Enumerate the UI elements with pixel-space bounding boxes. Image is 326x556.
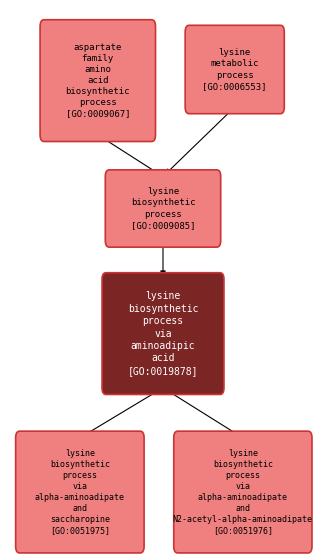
Text: lysine
biosynthetic
process
via
alpha-aminoadipate
and
N2-acetyl-alpha-aminoadip: lysine biosynthetic process via alpha-am… xyxy=(173,449,313,535)
FancyBboxPatch shape xyxy=(40,20,156,141)
Text: lysine
biosynthetic
process
[GO:0009085]: lysine biosynthetic process [GO:0009085] xyxy=(131,187,195,230)
FancyBboxPatch shape xyxy=(174,431,312,553)
Text: aspartate
family
amino
acid
biosynthetic
process
[GO:0009067]: aspartate family amino acid biosynthetic… xyxy=(66,43,130,118)
FancyBboxPatch shape xyxy=(102,273,224,395)
FancyBboxPatch shape xyxy=(105,170,221,247)
Text: lysine
metabolic
process
[GO:0006553]: lysine metabolic process [GO:0006553] xyxy=(202,48,267,91)
Text: lysine
biosynthetic
process
via
alpha-aminoadipate
and
saccharopine
[GO:0051975]: lysine biosynthetic process via alpha-am… xyxy=(35,449,125,535)
FancyBboxPatch shape xyxy=(16,431,144,553)
FancyBboxPatch shape xyxy=(185,25,284,113)
Text: lysine
biosynthetic
process
via
aminoadipic
acid
[GO:0019878]: lysine biosynthetic process via aminoadi… xyxy=(128,291,198,376)
